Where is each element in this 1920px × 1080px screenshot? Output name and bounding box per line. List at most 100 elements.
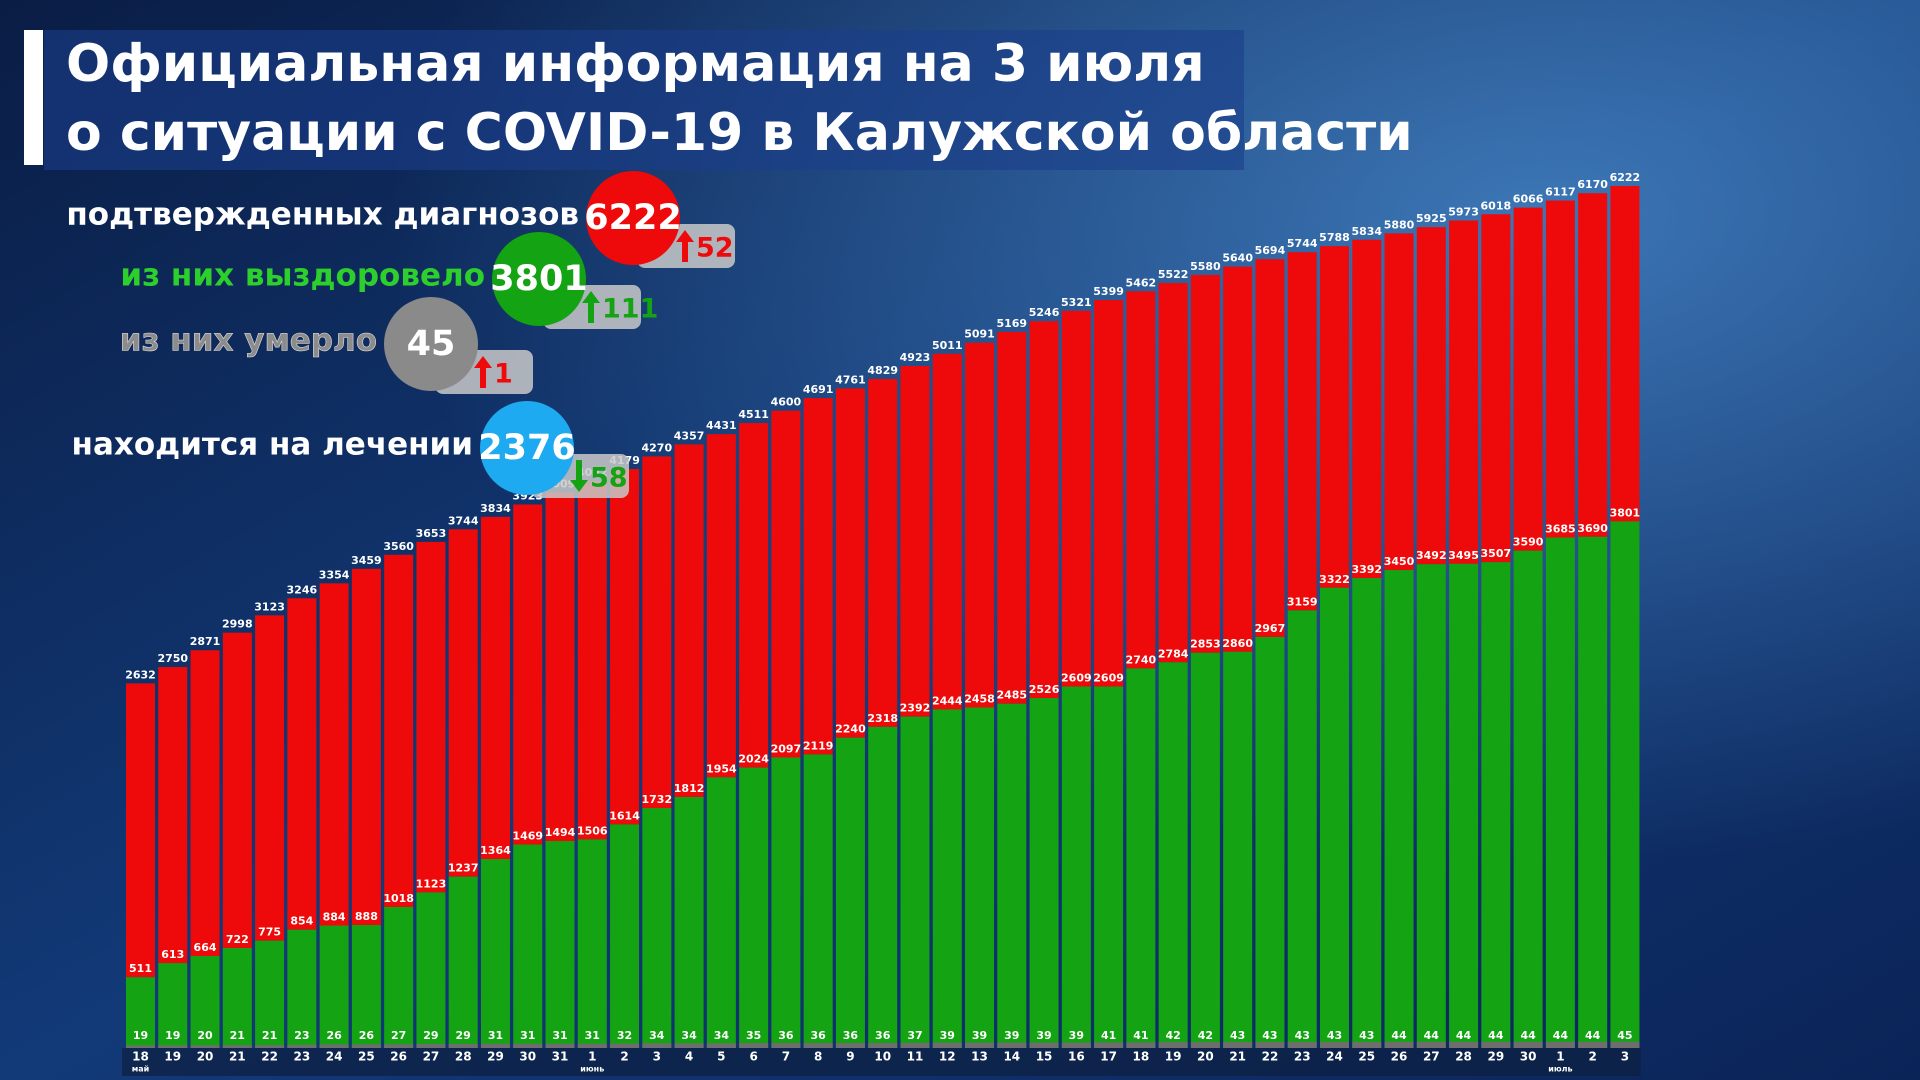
value-label: 5788 bbox=[1319, 231, 1350, 244]
value-label: 4600 bbox=[771, 396, 802, 409]
bar-confirmed bbox=[577, 481, 607, 840]
bar-confirmed bbox=[1094, 300, 1124, 687]
bar-confirmed bbox=[1416, 227, 1446, 565]
value-label: 1364 bbox=[480, 844, 511, 857]
bar-deaths bbox=[932, 1042, 962, 1048]
bar-deaths bbox=[1416, 1041, 1446, 1048]
value-label: 1018 bbox=[383, 892, 414, 905]
x-tick-label: 29 bbox=[487, 1050, 504, 1064]
bar-confirmed bbox=[351, 568, 381, 925]
bar-confirmed bbox=[287, 598, 317, 930]
value-label: 4761 bbox=[835, 373, 866, 386]
value-label: 42 bbox=[1198, 1029, 1213, 1042]
value-label: 39 bbox=[1036, 1029, 1051, 1042]
bar-recovered bbox=[706, 777, 736, 1048]
x-tick-label: 3 bbox=[653, 1050, 661, 1064]
bar-confirmed bbox=[319, 583, 349, 926]
x-tick-label: 17 bbox=[1100, 1050, 1117, 1064]
value-label: 5399 bbox=[1093, 285, 1124, 298]
value-label: 3459 bbox=[351, 554, 382, 567]
value-label: 884 bbox=[323, 911, 346, 924]
bar-deaths bbox=[1545, 1041, 1575, 1048]
value-label: 2784 bbox=[1158, 647, 1189, 660]
bar-confirmed bbox=[706, 434, 736, 778]
x-tick-label: 18 bbox=[1133, 1050, 1150, 1064]
bar-recovered bbox=[222, 947, 252, 1048]
value-label: 1812 bbox=[674, 782, 705, 795]
bar-confirmed bbox=[1513, 207, 1543, 551]
bar-recovered bbox=[1610, 521, 1640, 1048]
bar-recovered bbox=[1061, 686, 1091, 1048]
title-panel bbox=[44, 30, 1244, 170]
bar-deaths bbox=[610, 1043, 640, 1048]
x-tick-label: 22 bbox=[1262, 1050, 1279, 1064]
x-tick-label: 19 bbox=[164, 1050, 181, 1064]
value-label: 3246 bbox=[287, 583, 318, 596]
bar-recovered bbox=[448, 876, 478, 1048]
value-label: 5091 bbox=[964, 328, 995, 341]
x-tick-label: 2 bbox=[1588, 1050, 1596, 1064]
bar-deaths bbox=[1029, 1042, 1059, 1048]
value-label: 5694 bbox=[1255, 244, 1286, 257]
bar-deaths bbox=[319, 1044, 349, 1048]
value-label: 34 bbox=[649, 1029, 665, 1042]
value-label: 21 bbox=[262, 1029, 277, 1042]
bar-recovered bbox=[1255, 636, 1285, 1048]
bar-confirmed bbox=[416, 541, 446, 893]
value-label: 1732 bbox=[642, 793, 673, 806]
change-arrow bbox=[570, 460, 588, 492]
value-label: 31 bbox=[552, 1029, 567, 1042]
value-label: 3159 bbox=[1287, 595, 1318, 608]
value-label: 41 bbox=[1133, 1029, 1148, 1042]
bar-recovered bbox=[545, 841, 575, 1048]
value-label: 44 bbox=[1424, 1029, 1440, 1042]
value-label: 3123 bbox=[254, 600, 285, 613]
date-strip bbox=[122, 1048, 1641, 1076]
bar-deaths bbox=[545, 1043, 575, 1048]
summary-value: 3801 bbox=[490, 259, 587, 299]
value-label: 5580 bbox=[1190, 260, 1221, 273]
value-label: 6117 bbox=[1545, 186, 1576, 199]
bar-recovered bbox=[1223, 651, 1253, 1048]
bar-confirmed bbox=[222, 632, 252, 948]
bar-deaths bbox=[1481, 1041, 1511, 1048]
value-label: 4431 bbox=[706, 419, 737, 432]
bar-recovered bbox=[158, 963, 188, 1048]
x-tick-label: 27 bbox=[1423, 1050, 1440, 1064]
bar-confirmed bbox=[965, 342, 995, 708]
value-label: 3685 bbox=[1545, 522, 1576, 535]
value-label: 4691 bbox=[803, 383, 834, 396]
change-value: 58 bbox=[590, 463, 628, 494]
x-tick-label: 11 bbox=[907, 1050, 924, 1064]
value-label: 3801 bbox=[1610, 506, 1641, 519]
bar-confirmed bbox=[1126, 291, 1156, 669]
value-label: 3392 bbox=[1351, 563, 1382, 576]
bar-confirmed bbox=[803, 398, 833, 755]
bar-deaths bbox=[900, 1042, 930, 1048]
value-label: 45 bbox=[1617, 1029, 1632, 1042]
value-label: 44 bbox=[1488, 1029, 1504, 1042]
summary-circle bbox=[480, 401, 574, 495]
summary-circle bbox=[384, 297, 478, 391]
summary-label: из них умерло bbox=[120, 323, 377, 359]
bar-recovered bbox=[610, 824, 640, 1048]
bar-deaths bbox=[739, 1043, 769, 1048]
value-label: 32 bbox=[617, 1029, 632, 1042]
bar-confirmed bbox=[1578, 193, 1608, 537]
x-tick-label: 21 bbox=[229, 1050, 246, 1064]
change-arrow bbox=[582, 291, 600, 323]
value-label: 5462 bbox=[1126, 276, 1157, 289]
value-label: 31 bbox=[488, 1029, 503, 1042]
bar-confirmed bbox=[1352, 239, 1382, 579]
bar-confirmed bbox=[997, 331, 1027, 704]
bar-recovered bbox=[803, 754, 833, 1048]
bar-recovered bbox=[932, 709, 962, 1048]
value-label: 1494 bbox=[545, 826, 576, 839]
bar-deaths bbox=[835, 1043, 865, 1048]
bar-recovered bbox=[351, 924, 381, 1048]
value-label: 2458 bbox=[964, 692, 995, 705]
value-label: 3492 bbox=[1416, 549, 1447, 562]
value-label: 613 bbox=[161, 948, 184, 961]
x-tick-label: 24 bbox=[326, 1050, 343, 1064]
bar-confirmed bbox=[900, 365, 930, 717]
